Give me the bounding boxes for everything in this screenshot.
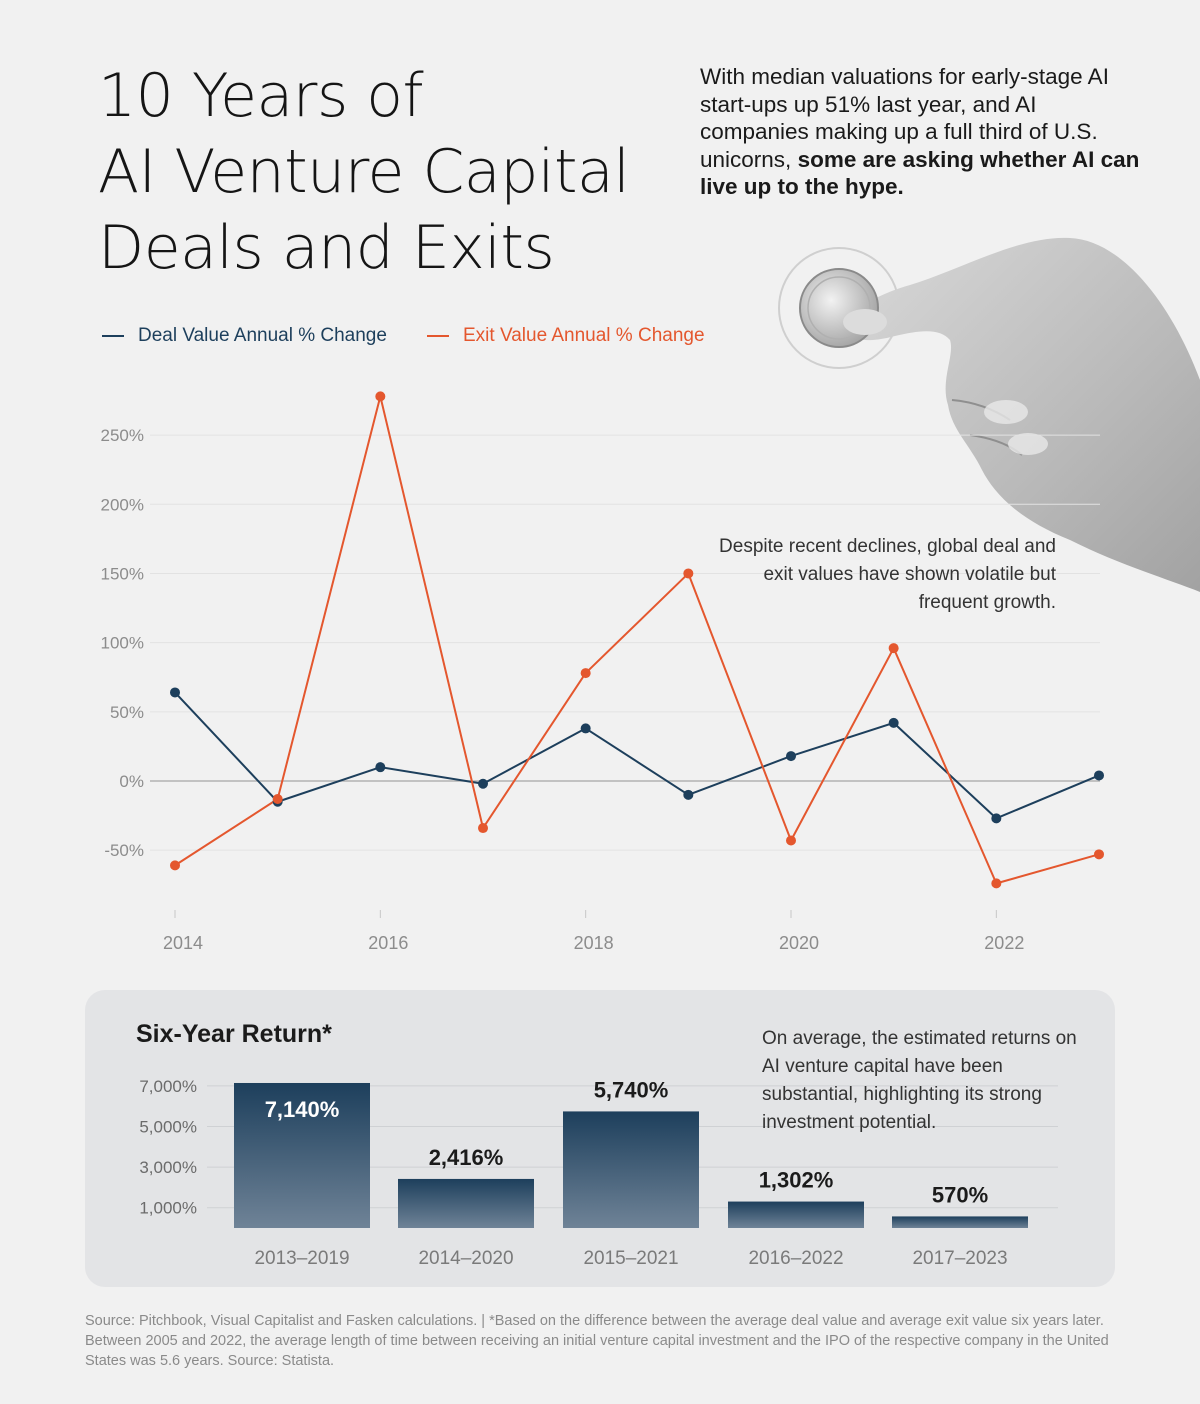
line-chart: -50% 0% 50% 100% 150% 200% 250% 2014 2016 2018 202… (101, 391, 1104, 953)
bar-y-tick-label: 7,000% (139, 1077, 197, 1096)
exit-value-point (170, 860, 180, 871)
intro-text: With median valuations for early-stage A… (700, 63, 1140, 201)
bar-chart: 1,000% 3,000% 5,000% 7,000% 7,140% 2013–2019 2… (139, 1077, 1058, 1269)
return-bar (892, 1216, 1028, 1228)
exit-value-point (991, 878, 1002, 889)
coin-icon (799, 268, 879, 348)
deal-value-point (1094, 770, 1104, 781)
exit-value-point (478, 823, 488, 834)
deal-value-point (580, 723, 591, 734)
legend-label-exit: Exit Value Annual % Change (463, 325, 705, 346)
bar-value-label: 2,416% (429, 1145, 504, 1170)
title-line: AI Venture Capital (98, 137, 630, 207)
bar-category-label: 2016–2022 (748, 1248, 843, 1269)
deal-value-point (478, 778, 488, 789)
y-tick-label: 50% (110, 703, 144, 722)
x-tick-label: 2018 (574, 933, 614, 953)
exit-value-point (786, 835, 796, 846)
bar-category-label: 2014–2020 (418, 1248, 513, 1269)
bar-y-tick-label: 3,000% (139, 1158, 197, 1177)
exit-value-point (580, 668, 591, 679)
legend-swatch-exit (427, 335, 449, 337)
y-tick-label: 100% (101, 634, 144, 653)
legend-item-deal: Deal Value Annual % Change (102, 325, 387, 347)
return-bar (728, 1201, 864, 1228)
bar-value-label: 1,302% (759, 1168, 834, 1193)
exit-value-point (888, 643, 899, 654)
legend-label-deal: Deal Value Annual % Change (138, 325, 387, 346)
bar-chart-annotation: On average, the estimated returns on AI … (762, 1028, 1077, 1133)
page-title: 10 Years of AI Venture Capital Deals and… (98, 58, 658, 286)
legend-item-exit: Exit Value Annual % Change (427, 325, 705, 347)
exit-value-line (174, 395, 1100, 885)
return-bar (234, 1082, 370, 1228)
source-note: Source: Pitchbook, Visual Capitalist and… (85, 1313, 1109, 1369)
deal-value-point (375, 762, 386, 773)
bar-category-label: 2015–2021 (583, 1248, 678, 1269)
exit-value-point (1094, 849, 1104, 860)
y-tick-label: 0% (119, 772, 144, 791)
deal-value-point (683, 789, 694, 800)
title-line: Deals and Exits (98, 213, 555, 283)
hand-coin-illustration (778, 237, 1200, 592)
exit-value-point (683, 568, 694, 579)
bar-value-label: 7,140% (265, 1097, 340, 1122)
x-tick-label: 2016 (368, 933, 408, 953)
bar-category-label: 2017–2023 (912, 1248, 1007, 1269)
legend-swatch-deal (102, 335, 124, 337)
bar-y-tick-label: 1,000% (139, 1199, 197, 1218)
deal-value-line (174, 691, 1100, 820)
x-tick-label: 2014 (163, 933, 203, 953)
exit-value-point (272, 793, 283, 804)
deal-value-point (170, 687, 180, 698)
y-tick-label: -50% (104, 841, 144, 860)
deal-value-point (888, 717, 899, 728)
y-tick-label: 200% (101, 495, 144, 514)
deal-value-point (991, 813, 1002, 824)
return-bar (398, 1178, 534, 1228)
bar-y-tick-label: 5,000% (139, 1117, 197, 1136)
return-bar (563, 1111, 699, 1228)
intro-plain: With median valuations for early-stage A… (700, 64, 1109, 172)
title-line: 10 Years of (98, 61, 424, 131)
line-chart-annotation: Despite recent declines, global deal and… (719, 536, 1056, 613)
bar-category-label: 2013–2019 (254, 1248, 349, 1269)
exit-value-point (375, 391, 386, 402)
y-tick-label: 250% (101, 426, 144, 445)
x-tick-label: 2020 (779, 933, 819, 953)
x-tick-label: 2022 (984, 933, 1024, 953)
y-tick-label: 150% (101, 564, 144, 583)
intro-bold: some are asking whether AI can live up t… (700, 146, 1140, 200)
bar-value-label: 5,740% (594, 1077, 669, 1102)
bar-chart-title: Six-Year Return* (136, 1020, 332, 1048)
bar-value-label: 570% (932, 1182, 988, 1207)
deal-value-point (786, 751, 796, 762)
